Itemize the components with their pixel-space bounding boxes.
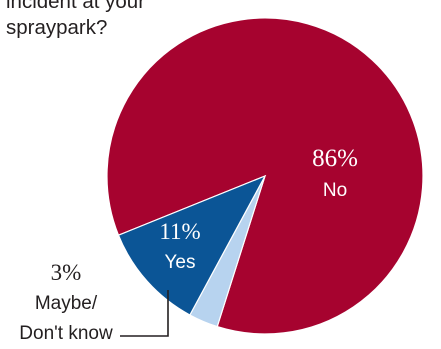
slice-maybe-leader-line xyxy=(120,290,169,337)
question-line-1: incident at your xyxy=(6,0,146,13)
slice-maybe-label-line-1: Maybe/ xyxy=(35,293,98,314)
pie-slice-yes xyxy=(117,174,267,316)
slice-no-label: No xyxy=(323,180,347,201)
question-text: incident at your spraypark? xyxy=(6,0,145,41)
pie-slices xyxy=(106,17,424,335)
slice-no-percent: 86% xyxy=(312,145,358,172)
slice-maybe-label-line-2: Don't know xyxy=(19,323,113,344)
question-line-2: spraypark? xyxy=(6,16,108,39)
slice-yes-label: Yes xyxy=(165,252,196,273)
slice-yes-percent: 11% xyxy=(159,219,200,244)
slice-maybe-percent: 3% xyxy=(51,260,82,285)
